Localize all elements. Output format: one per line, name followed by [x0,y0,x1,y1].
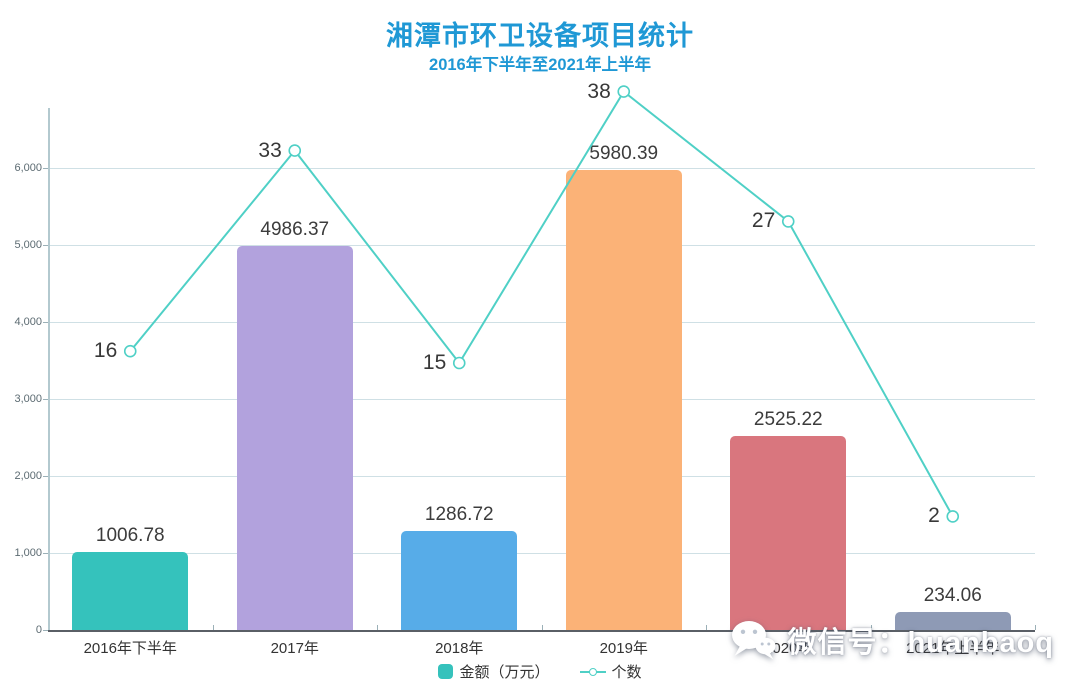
x-axis-tick [212,625,214,630]
bar[interactable] [565,169,682,630]
y-axis-tick [43,476,48,477]
y-axis-tick [43,168,48,169]
bar-value-label: 5980.39 [589,142,659,164]
bar-value-label: 2525.22 [753,408,823,430]
bar[interactable] [236,246,353,630]
x-axis-label: 2017年 [270,640,319,657]
chart-title: 湘潭市环卫设备项目统计 [386,21,694,51]
line-marker[interactable] [452,356,466,370]
line-value-label: 2 [928,504,940,528]
y-axis-tick-label: 4,000 [14,316,42,328]
chart-subtitle: 2016年下半年至2021年上半年 [429,56,651,74]
y-axis-tick-label: 0 [35,624,42,636]
x-axis-tick [1035,625,1036,630]
y-axis-tick-label: 6,000 [14,162,42,174]
line-marker[interactable] [781,215,795,228]
line-value-label: 27 [751,209,776,233]
x-axis-tick [870,625,872,630]
x-axis-label: 2016年下半年 [83,640,177,657]
bar[interactable] [894,611,1011,630]
x-axis-label: 2018年 [435,640,484,657]
y-axis-tick [43,630,48,631]
line-marker[interactable] [617,85,631,98]
gridline [48,399,1035,400]
bar-value-label: 1006.78 [95,525,165,547]
bar-value-label: 234.06 [923,584,982,606]
line-value-label: 38 [587,79,611,103]
y-axis [48,108,50,630]
y-axis-tick [43,322,48,323]
gridline [48,322,1035,323]
gridline [48,476,1035,477]
amount-swatch-icon [438,664,454,679]
x-axis-label: 2020年 [764,640,813,657]
gridline [48,245,1035,246]
legend-item-amount[interactable]: 金额（万元） [438,661,550,682]
bar-value-label: 1286.72 [424,503,494,525]
y-axis-tick-label: 1,000 [14,547,42,559]
x-axis-label: 2019年 [599,640,648,657]
legend-amount-label: 金额（万元） [459,664,550,681]
line-marker[interactable] [946,510,960,523]
y-axis-tick [43,399,48,400]
y-axis-tick-label: 3,000 [14,393,42,405]
x-axis-label: 2021年上半年 [906,640,1000,657]
line-value-label: 33 [258,138,282,162]
bar[interactable] [72,552,189,630]
y-axis-tick-label: 5,000 [14,239,42,251]
y-axis-tick [43,245,48,246]
bar[interactable] [730,435,847,630]
legend-count-label: 个数 [611,664,642,681]
x-axis-tick [377,625,378,630]
legend: 金额（万元） 个数 [0,661,1080,682]
legend-item-count[interactable]: 个数 [579,661,642,682]
gridline [48,168,1035,169]
y-axis-tick-label: 2,000 [14,470,42,482]
line-marker[interactable] [123,344,137,358]
line-value-label: 16 [93,339,118,363]
line-value-label: 15 [422,351,447,374]
y-axis-tick [43,553,48,554]
bar[interactable] [401,530,518,630]
x-axis-tick [706,625,707,630]
bar-value-label: 4986.37 [260,219,330,241]
count-line-marker-icon [579,667,606,676]
gridline [48,553,1035,554]
line-marker[interactable] [288,144,302,157]
x-axis-tick [541,625,543,630]
x-axis [48,630,1035,632]
